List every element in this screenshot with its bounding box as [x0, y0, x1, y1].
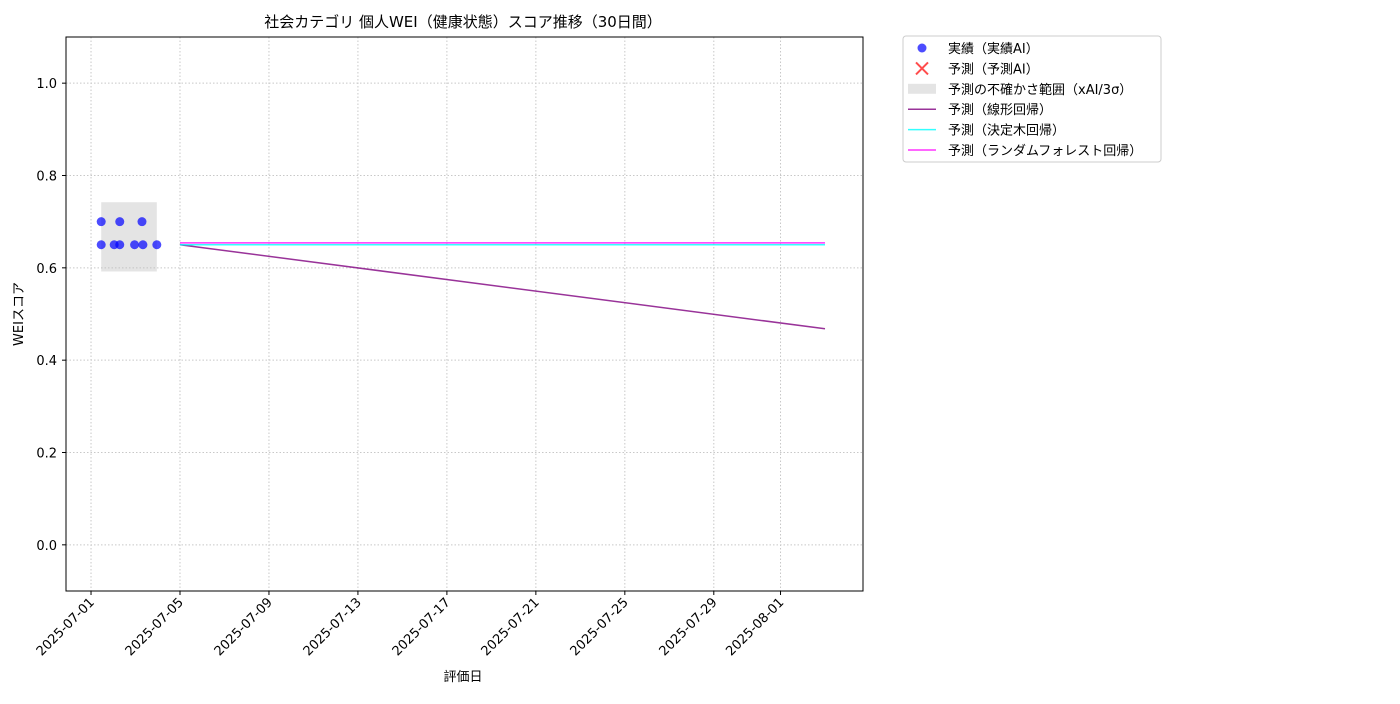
x-tick-label: 2025-07-09 — [212, 595, 276, 659]
prediction-line — [179, 244, 826, 330]
data-point — [115, 240, 125, 250]
legend-box — [902, 35, 1162, 163]
x-axis-label: 評価日 — [443, 670, 482, 685]
plot-frame — [65, 36, 864, 592]
x-tick-label: 2025-08-01 — [723, 595, 787, 659]
x-tick-label: 2025-07-29 — [657, 595, 721, 659]
data-point — [96, 217, 106, 227]
data-point — [137, 217, 147, 227]
legend-marker — [917, 43, 927, 53]
x-tick-label: 2025-07-21 — [479, 595, 543, 659]
legend-label: 予測の不確かさ範囲（xAI/3σ） — [948, 82, 1132, 98]
legend-marker — [915, 61, 929, 76]
data-point — [115, 217, 125, 227]
legend-label: 予測（決定木回帰） — [948, 123, 1065, 139]
x-tick-label: 2025-07-13 — [301, 595, 365, 659]
x-tick-label: 2025-07-17 — [390, 595, 454, 659]
data-point — [130, 240, 140, 250]
legend-label: 予測（予測AI） — [948, 62, 1039, 77]
x-tick-label: 2025-07-01 — [34, 595, 98, 659]
uncertainty-band — [101, 202, 157, 272]
y-tick-label: 0.0 — [36, 539, 57, 554]
y-tick-label: 0.2 — [36, 447, 57, 462]
y-tick-label: 1.0 — [36, 77, 57, 92]
chart-title: 社会カテゴリ 個人WEI（健康状態）スコア推移（30日間） — [264, 13, 662, 31]
y-axis-label: WEIスコア — [12, 282, 27, 346]
y-tick-label: 0.4 — [36, 354, 57, 369]
y-tick-label: 0.8 — [36, 170, 57, 185]
legend-label: 予測（ランダムフォレスト回帰） — [948, 143, 1142, 159]
data-point — [152, 240, 162, 250]
legend-label: 実績（実績AI） — [948, 41, 1039, 57]
x-tick-label: 2025-07-25 — [568, 595, 632, 659]
y-tick-label: 0.6 — [36, 262, 57, 277]
data-point — [138, 240, 148, 250]
x-tick-label: 2025-07-05 — [123, 595, 187, 659]
data-point — [96, 240, 106, 250]
legend-label: 予測（線形回帰） — [948, 102, 1052, 118]
legend-marker — [908, 83, 936, 94]
